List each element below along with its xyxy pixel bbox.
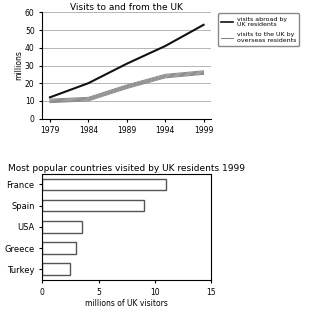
Title: Most popular countries visited by UK residents 1999: Most popular countries visited by UK res… xyxy=(8,164,245,173)
Y-axis label: millions: millions xyxy=(15,51,23,81)
Bar xyxy=(42,263,71,275)
Bar xyxy=(42,179,166,190)
Legend: visits abroad by
UK residents, visits to the UK by
overseas residents: visits abroad by UK residents, visits to… xyxy=(218,13,299,46)
Title: Visits to and from the UK: Visits to and from the UK xyxy=(70,3,183,12)
Bar xyxy=(42,200,144,211)
Bar xyxy=(42,242,76,254)
X-axis label: millions of UK visitors: millions of UK visitors xyxy=(85,299,168,308)
Bar xyxy=(42,221,82,233)
